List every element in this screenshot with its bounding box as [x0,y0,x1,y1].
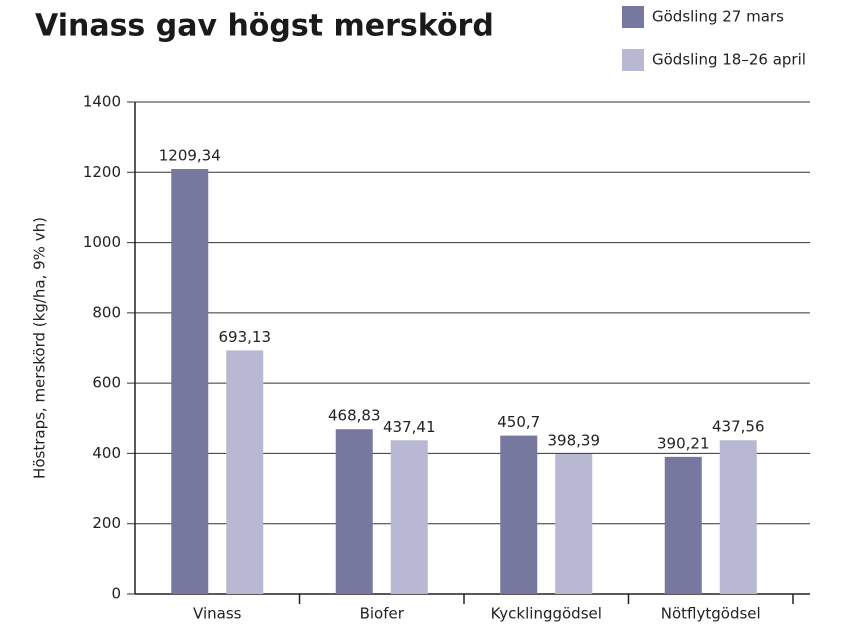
legend-label: Gödsling 27 mars [652,8,784,26]
value-label: 437,56 [712,418,765,436]
value-label: 1209,34 [159,147,221,165]
chart-title: Vinass gav högst merskörd [35,9,494,44]
value-label: 468,83 [328,407,381,425]
legend-label: Gödsling 18–26 april [652,51,806,69]
x-tick-label: Kycklinggödsel [491,605,602,623]
y-tick-label: 1000 [83,233,121,251]
y-tick-label: 0 [111,585,121,603]
x-tick-label: Biofer [360,605,405,623]
x-tick-label: Nötflytgödsel [661,605,761,623]
bar [555,453,593,594]
y-tick-label: 400 [92,444,121,462]
legend-swatch [622,49,644,71]
value-label: 450,7 [497,413,540,431]
bar [335,429,373,594]
bar [719,440,757,594]
y-tick-label: 1200 [83,163,121,181]
bar [390,440,428,594]
x-tick-label: Vinass [193,605,242,623]
legend-swatch [622,6,644,28]
value-label: 398,39 [548,431,601,449]
y-tick-label: 600 [92,374,121,392]
bar [171,169,209,595]
y-tick-label: 200 [92,514,121,532]
y-tick-label: 1400 [83,93,121,111]
value-label: 693,13 [219,328,272,346]
bar [664,456,702,594]
y-axis-label: Höstraps, merskörd (kg/ha, 9% vh) [31,217,49,479]
y-tick-label: 800 [92,303,121,321]
bar [500,435,538,594]
value-label: 390,21 [657,434,710,452]
bar [226,350,264,594]
value-label: 437,41 [383,418,436,436]
